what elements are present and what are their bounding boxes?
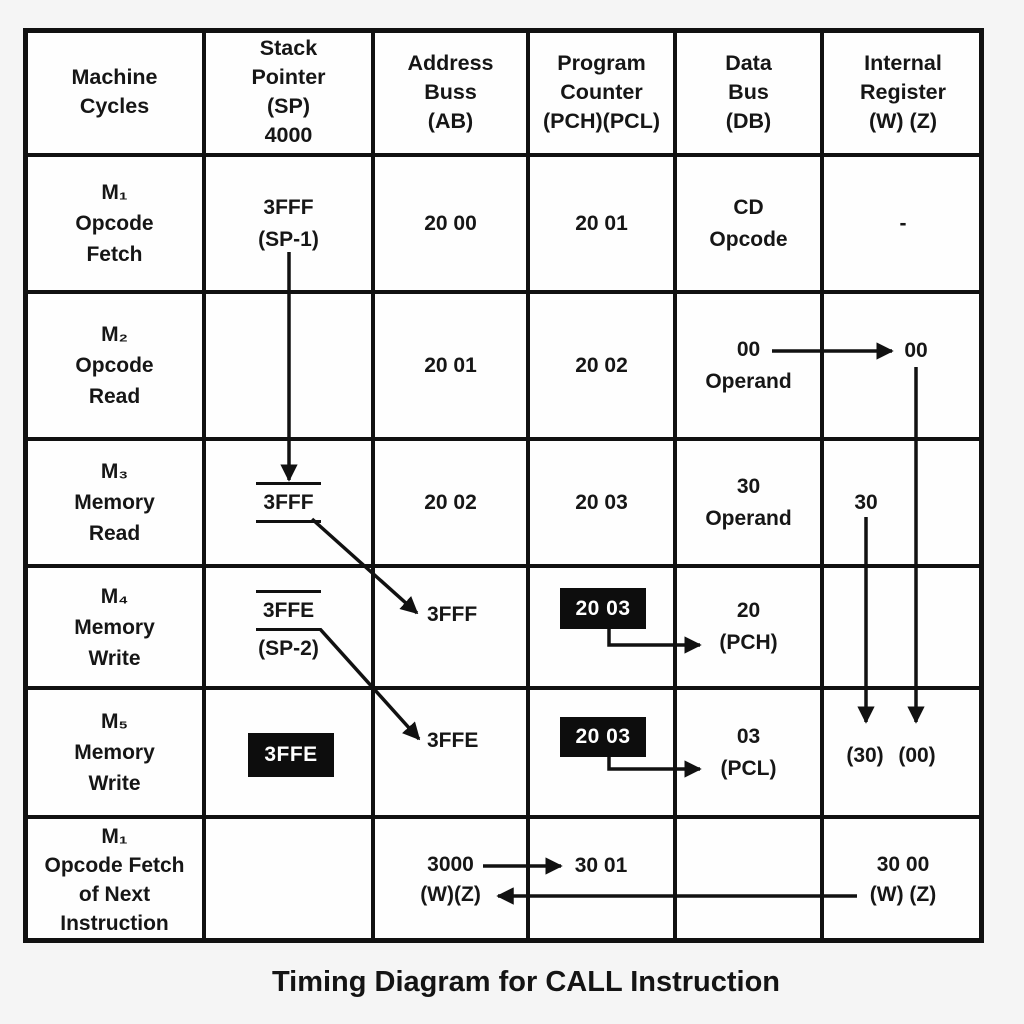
header-machine-cycles: Machine Cycles [71, 65, 158, 118]
cell-m5-data-bus: 03 (PCL) [720, 724, 777, 780]
cell-m1next-internal-register: 30 00 (W) (Z) [869, 853, 937, 906]
cell-m4-data-bus: 20 (PCH) [719, 599, 778, 654]
cycle-label-m1: M₁ Opcode Fetch [75, 181, 154, 266]
cell-m3-address-bus: 20 02 [424, 491, 477, 514]
cell-m3-program-counter: 20 03 [575, 491, 628, 514]
cell-m1-stack-pointer: 3FFF (SP-1) [258, 195, 319, 251]
cycle-label-m1-next: M₁ Opcode Fetch of Next Instruction [44, 825, 185, 935]
pc-2003-highlight-box-m5: 20 03 [560, 717, 646, 757]
diagram-title: Timing Diagram for CALL Instruction [271, 966, 781, 998]
cell-m3-stack-pointer: 3FFF [204, 439, 373, 566]
sp-3fff-to-address-bus-arrow [310, 517, 419, 615]
header-stack-pointer: Stack Pointer (SP) 4000 [251, 36, 326, 147]
cell-m1next-address-bus: 3000 (W)(Z) [420, 853, 481, 906]
cycle-label-m3: M₃ Memory Read [74, 460, 155, 545]
cell-m5-address-bus-value: 3FFE [427, 729, 479, 752]
sp-3fff-overline-value: 3FFF [256, 482, 321, 523]
cell-m2-w-register-value: 00 [904, 339, 928, 362]
cell-m1-address-bus: 20 00 [424, 212, 477, 235]
pcl-transfer-elbow-arrow [607, 757, 702, 778]
cell-m3-w-register-value: 30 [854, 491, 878, 514]
cell-m2-program-counter: 20 02 [575, 354, 628, 377]
cell-m1-data-bus: CD Opcode [709, 195, 788, 251]
flow-arrows [280, 252, 925, 905]
table-grid [23, 28, 984, 943]
cell-m4-address-bus-value: 3FFF [427, 603, 478, 626]
sp-3ffe-to-address-bus-arrow [318, 627, 421, 741]
cell-m4-stack-pointer: 3FFE (SP-2) [204, 566, 373, 688]
cycle-label-m5: M₅ Memory Write [74, 710, 155, 795]
pc-2003-highlight-box-m4: 20 03 [560, 588, 646, 629]
header-data-bus: Data Bus (DB) [725, 50, 772, 133]
cell-m2-data-bus: 00 Operand [705, 337, 792, 393]
cell-m2-address-bus: 20 01 [424, 354, 477, 377]
sp-decrement-note: (SP-2) [258, 637, 319, 660]
sp-3ffe-highlight-box-m5: 3FFE [248, 733, 334, 777]
cell-m1-internal-register: - [899, 212, 907, 235]
header-program-counter: Program Counter (PCH)(PCL) [542, 50, 661, 133]
cell-m5-w-register-result: (30) [846, 744, 884, 767]
sp-3ffe-overline-value: 3FFE [255, 590, 322, 631]
pch-transfer-elbow-arrow [607, 629, 702, 654]
cycle-label-m2: M₂ Opcode Read [75, 323, 154, 408]
cycle-label-m4: M₄ Memory Write [74, 584, 155, 670]
header-internal-register: Internal Register (W) (Z) [859, 50, 947, 133]
cell-m1next-program-counter-value: 30 01 [574, 854, 628, 877]
cell-m5-z-register-result: (00) [898, 744, 936, 767]
header-address-bus: Address Buss (AB) [407, 50, 494, 133]
cell-m3-data-bus: 30 Operand [705, 474, 792, 530]
cell-m1-program-counter: 20 01 [575, 212, 628, 235]
